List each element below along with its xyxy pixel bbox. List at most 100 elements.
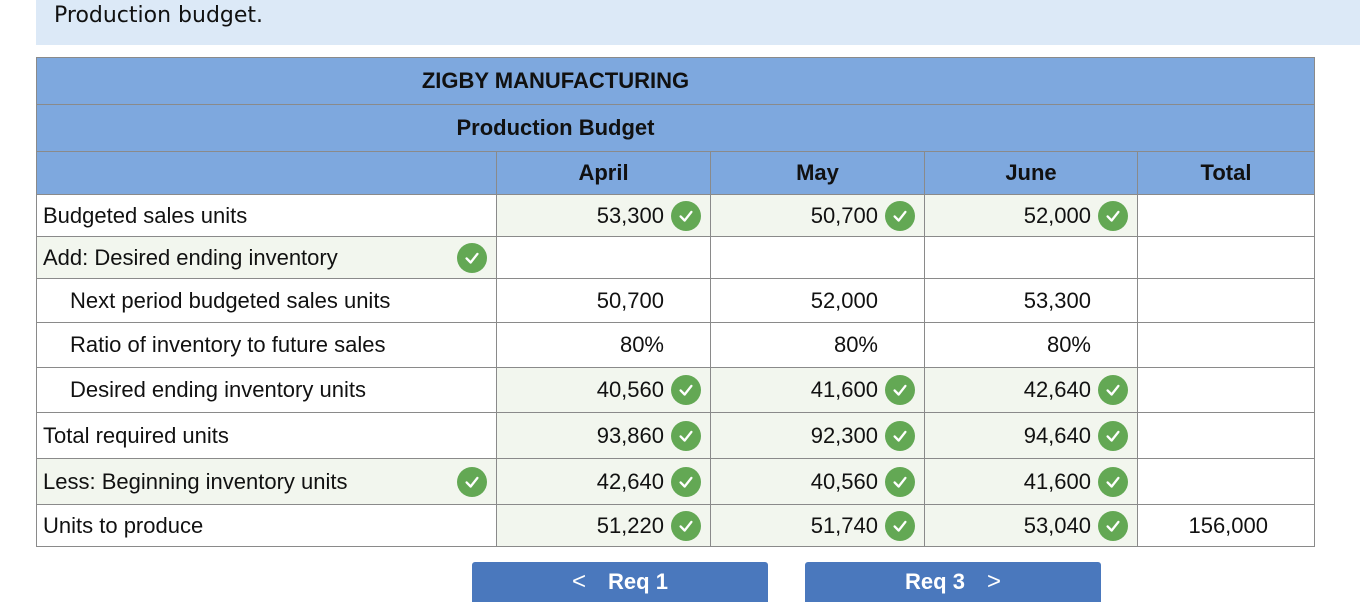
check-icon	[885, 375, 915, 405]
production-budget-table: ZIGBY MANUFACTURING Production Budget Ap…	[36, 57, 1315, 547]
value-cell-june: 80%	[924, 322, 1138, 368]
row-label: Less: Beginning inventory units	[43, 468, 348, 494]
cell-value: 80%	[833, 332, 878, 357]
check-icon	[885, 420, 915, 451]
value-cell-total	[1137, 367, 1315, 413]
row-label: Desired ending inventory units	[70, 377, 366, 402]
value-cell-april[interactable]: 40,560	[496, 367, 711, 413]
value-cell-may[interactable]: 41,600	[710, 367, 925, 413]
row-label-cell: Next period budgeted sales units	[36, 278, 497, 323]
table-row: Budgeted sales units 53,300 50,700 52,000	[36, 194, 1315, 237]
cell-value: 41,600	[810, 377, 878, 402]
value-cell-april: 80%	[496, 322, 711, 368]
check-icon	[1098, 510, 1128, 541]
row-label-cell[interactable]: Add: Desired ending inventory	[36, 236, 497, 279]
cell-value: 51,220	[596, 512, 664, 538]
row-label-cell: Ratio of inventory to future sales	[36, 322, 497, 368]
table-row: Desired ending inventory units 40,560 41,6…	[36, 367, 1315, 413]
next-req-label: Req 3	[905, 569, 965, 594]
check-icon	[671, 466, 701, 497]
value-cell-june	[924, 236, 1138, 279]
cell-value: 53,300	[1023, 287, 1091, 313]
cell-value: 53,300	[596, 202, 664, 228]
value-cell-april[interactable]: 42,640	[496, 458, 711, 505]
value-cell-total	[1137, 322, 1315, 368]
value-cell-april[interactable]: 93,860	[496, 412, 711, 459]
value-cell-june[interactable]: 41,600	[924, 458, 1138, 505]
cell-value: 50,700	[810, 202, 878, 228]
value-cell-may[interactable]: 51,740	[710, 504, 925, 547]
table-row: Less: Beginning inventory units 42,640 40,…	[36, 458, 1315, 505]
value-cell-total	[1137, 412, 1315, 459]
column-header-june: June	[924, 151, 1138, 195]
row-label-cell: Desired ending inventory units	[36, 367, 497, 413]
value-cell-total	[1137, 194, 1315, 237]
prev-req-button[interactable]: < Req 1	[472, 562, 768, 602]
value-cell-may: 52,000	[710, 278, 925, 323]
table-row: Ratio of inventory to future sales 80% 80%…	[36, 322, 1315, 368]
value-cell-june[interactable]: 42,640	[924, 367, 1138, 413]
check-icon	[671, 510, 701, 541]
value-cell-total	[1137, 278, 1315, 323]
cell-value: 53,040	[1023, 512, 1091, 538]
value-cell-april[interactable]: 51,220	[496, 504, 711, 547]
row-label: Total required units	[43, 422, 229, 448]
cell-value: 42,640	[596, 468, 664, 494]
table-row: Next period budgeted sales units 50,700 52…	[36, 278, 1315, 323]
row-label: Add: Desired ending inventory	[43, 244, 338, 270]
value-cell-april	[496, 236, 711, 279]
instruction-banner: Production budget.	[36, 0, 1360, 45]
table-row: Add: Desired ending inventory	[36, 236, 1315, 279]
value-cell-may[interactable]: 92,300	[710, 412, 925, 459]
value-cell-june[interactable]: 53,040	[924, 504, 1138, 547]
value-cell-total: 156,000	[1137, 504, 1315, 547]
cell-value: 52,000	[810, 287, 878, 313]
check-icon	[885, 466, 915, 497]
cell-value: 50,700	[596, 287, 664, 313]
page-title: Production budget.	[54, 3, 264, 28]
check-icon	[1098, 466, 1128, 497]
cell-value: 42,640	[1023, 377, 1091, 402]
check-icon	[457, 242, 487, 273]
row-label: Ratio of inventory to future sales	[70, 332, 386, 357]
check-icon	[1098, 375, 1128, 405]
value-cell-may[interactable]: 40,560	[710, 458, 925, 505]
value-cell-june[interactable]: 52,000	[924, 194, 1138, 237]
column-header-row: April May June Total	[36, 151, 1315, 195]
column-header-april: April	[496, 151, 711, 195]
next-req-button[interactable]: Req 3 >	[805, 562, 1101, 602]
cell-value: 156,000	[1188, 512, 1268, 538]
check-icon	[671, 200, 701, 231]
column-header-total: Total	[1137, 151, 1315, 195]
cell-value: 40,560	[596, 377, 664, 402]
budget-title: Production Budget	[36, 104, 1315, 152]
value-cell-april[interactable]: 53,300	[496, 194, 711, 237]
table-row: Total required units 93,860 92,300 94,640	[36, 412, 1315, 459]
value-cell-april: 50,700	[496, 278, 711, 323]
cell-value: 93,860	[596, 422, 664, 448]
row-label-cell: Budgeted sales units	[36, 194, 497, 237]
value-cell-may	[710, 236, 925, 279]
company-row: ZIGBY MANUFACTURING	[36, 57, 1315, 105]
row-label-cell: Units to produce	[36, 504, 497, 547]
check-icon	[457, 466, 487, 497]
column-header-may: May	[710, 151, 925, 195]
row-label-cell[interactable]: Less: Beginning inventory units	[36, 458, 497, 505]
check-icon	[671, 375, 701, 405]
row-label-cell: Total required units	[36, 412, 497, 459]
cell-value: 52,000	[1023, 202, 1091, 228]
value-cell-june: 53,300	[924, 278, 1138, 323]
chevron-right-icon: >	[986, 568, 1001, 595]
value-cell-june[interactable]: 94,640	[924, 412, 1138, 459]
column-header-blank	[36, 151, 497, 195]
table-row: Units to produce 51,220 51,740 53,040 156,00…	[36, 504, 1315, 547]
cell-value: 92,300	[810, 422, 878, 448]
row-label: Budgeted sales units	[43, 202, 248, 228]
row-label: Units to produce	[43, 512, 204, 538]
prev-req-label: Req 1	[608, 569, 668, 594]
cell-value: 80%	[1046, 332, 1091, 357]
value-cell-may[interactable]: 50,700	[710, 194, 925, 237]
value-cell-may: 80%	[710, 322, 925, 368]
check-icon	[1098, 420, 1128, 451]
cell-value: 51,740	[810, 512, 878, 538]
